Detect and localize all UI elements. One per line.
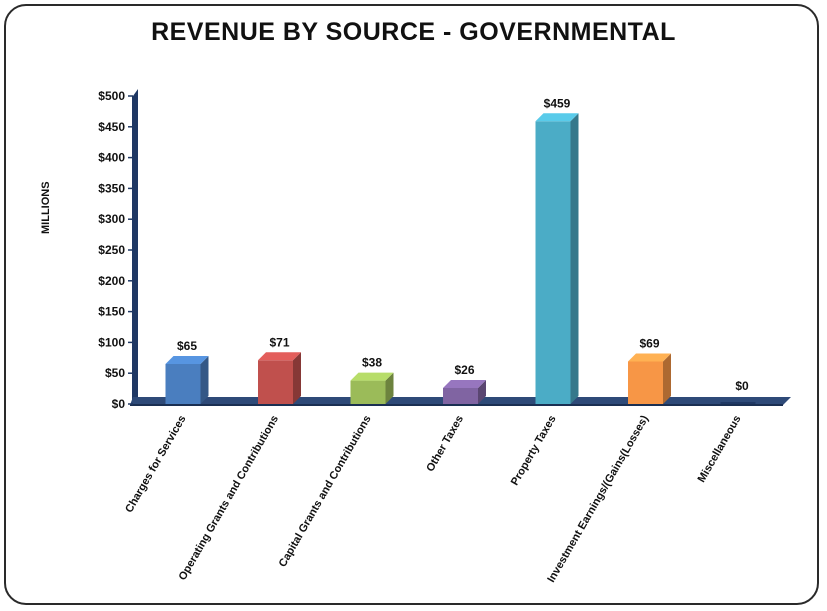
bar-side <box>478 379 486 404</box>
category-label: Miscellaneous <box>696 414 744 485</box>
data-label: $38 <box>362 356 382 370</box>
bar-top <box>628 353 671 362</box>
y-tick-label: $500 <box>98 89 125 103</box>
bar-top <box>535 113 579 122</box>
data-label: $71 <box>269 335 289 349</box>
bar <box>165 363 201 404</box>
category-label: Property Taxes <box>509 414 559 488</box>
bar <box>628 361 663 404</box>
category-label: Investment Earnings/(Gains(Losses) <box>545 413 651 584</box>
bar-side <box>293 352 301 404</box>
data-label: $459 <box>544 96 571 110</box>
bar <box>535 121 571 405</box>
bar <box>720 402 756 404</box>
y-tick-label: $100 <box>98 335 125 349</box>
category-label: Operating Grants and Contributions <box>177 414 282 583</box>
bar <box>443 387 478 404</box>
chart-frame <box>4 4 819 605</box>
y-tick-label: $400 <box>98 151 125 165</box>
bar-side <box>200 355 209 404</box>
y-tick-label: $300 <box>98 212 125 226</box>
bar-top <box>258 352 301 361</box>
data-label: $69 <box>639 336 659 350</box>
bar-top <box>350 372 394 381</box>
data-label: $65 <box>177 339 197 353</box>
data-label: $0 <box>735 379 749 393</box>
category-label: Capital Grants and Contributions <box>277 414 374 570</box>
y-tick-label: $450 <box>98 120 125 134</box>
category-label: Charges for Services <box>123 414 188 515</box>
y-tick-label: $350 <box>98 181 125 195</box>
y-tick-label: $150 <box>98 305 125 319</box>
y-tick-label: $50 <box>105 366 125 380</box>
bar-top <box>165 355 209 364</box>
bar <box>258 360 293 404</box>
y-tick-label: $0 <box>112 397 126 411</box>
data-label: $26 <box>454 363 474 377</box>
category-label: Other Taxes <box>424 414 466 474</box>
bar <box>350 380 386 404</box>
bar-side <box>570 113 579 405</box>
y-axis-wall <box>133 89 138 404</box>
bar-top <box>443 379 486 388</box>
chart-title: REVENUE BY SOURCE - GOVERNMENTAL <box>151 18 676 46</box>
y-tick-label: $250 <box>98 243 125 257</box>
y-tick-label: $200 <box>98 274 125 288</box>
bar-side <box>663 353 671 404</box>
bar-side <box>385 372 394 404</box>
